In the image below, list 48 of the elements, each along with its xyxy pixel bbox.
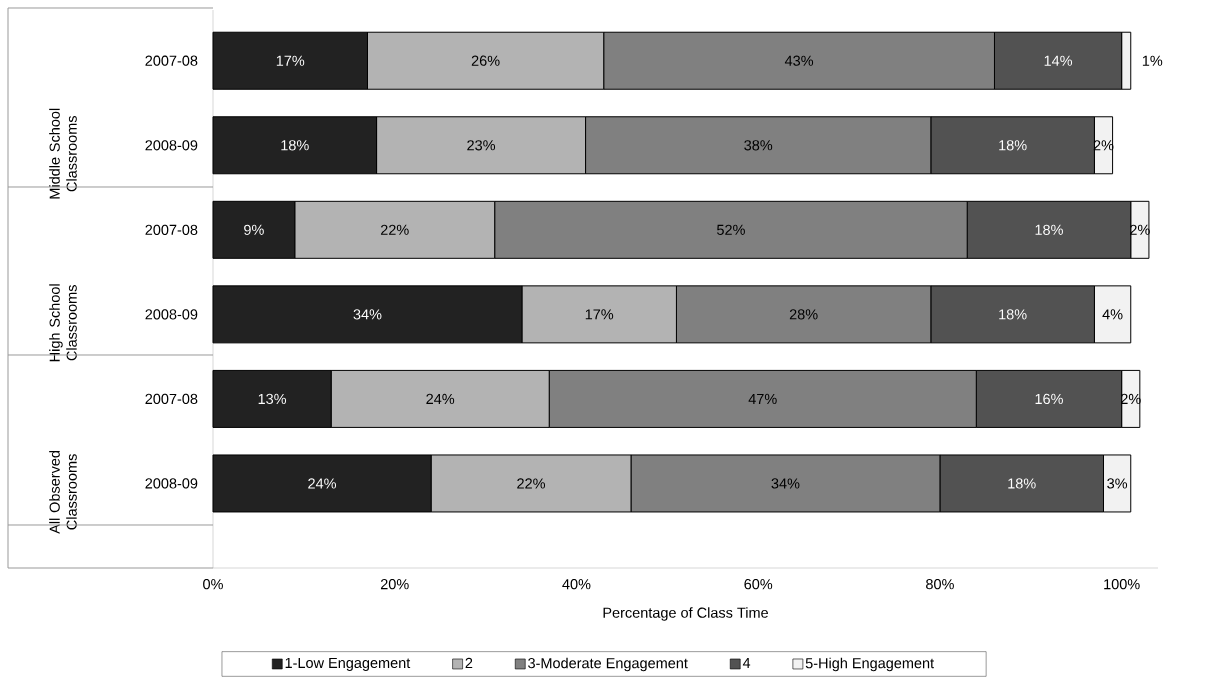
x-tick-label: 0% bbox=[203, 579, 223, 590]
data-label: 24% bbox=[308, 478, 337, 489]
y-tick-label: 2008-09 bbox=[145, 309, 198, 320]
data-label: 52% bbox=[717, 224, 745, 235]
data-label: 13% bbox=[258, 393, 287, 405]
data-label: 17% bbox=[276, 55, 305, 66]
x-tick-label: 80% bbox=[926, 579, 954, 590]
y-tick-label: 2007-08 bbox=[145, 393, 198, 405]
y-tick-label: 2008-09 bbox=[145, 140, 198, 151]
data-label: 14% bbox=[1044, 55, 1073, 66]
text: High School Classrooms bbox=[49, 284, 77, 362]
legend-label: 4 bbox=[742, 657, 751, 668]
legend-label: 5-High Engagement bbox=[805, 657, 934, 672]
x-axis-title: Percentage of Class Time bbox=[603, 607, 768, 621]
data-label: 17% bbox=[585, 309, 614, 320]
data-label: 16% bbox=[1035, 393, 1063, 405]
data-label: 18% bbox=[1008, 478, 1036, 489]
data-label: 24% bbox=[426, 393, 455, 405]
y-tick-label: 2007-08 bbox=[145, 224, 198, 235]
data-label: 1% bbox=[1142, 55, 1163, 66]
data-label: 3% bbox=[1107, 478, 1128, 489]
x-tick-label: 100% bbox=[1104, 579, 1140, 590]
data-label: 18% bbox=[1035, 224, 1063, 235]
legend-label: 3-Moderate Engagement bbox=[528, 657, 688, 672]
data-label: 9% bbox=[244, 224, 264, 235]
data-label: 4% bbox=[1102, 309, 1123, 320]
legend-label: 1-Low Engagement bbox=[285, 657, 411, 671]
data-label: 18% bbox=[281, 140, 309, 151]
data-label: 34% bbox=[771, 478, 800, 489]
data-label: 43% bbox=[784, 55, 814, 66]
text: Middle School Classrooms bbox=[49, 108, 77, 199]
data-label: 28% bbox=[789, 309, 818, 320]
legend-label: 2 bbox=[465, 657, 473, 668]
data-label: 18% bbox=[999, 140, 1027, 151]
data-label: 18% bbox=[999, 309, 1027, 320]
data-label: 34% bbox=[353, 309, 382, 320]
y-tick-label: 2007-08 bbox=[145, 55, 198, 66]
data-label: 22% bbox=[517, 478, 546, 489]
text: All Observed Classrooms bbox=[49, 450, 77, 534]
x-tick-label: 60% bbox=[744, 579, 773, 590]
data-label: 47% bbox=[748, 393, 777, 404]
data-label: 22% bbox=[380, 224, 409, 235]
x-tick-label: 20% bbox=[380, 579, 409, 590]
data-label: 38% bbox=[744, 140, 773, 151]
data-label: 26% bbox=[471, 55, 500, 66]
data-label: 23% bbox=[467, 140, 496, 151]
x-tick-label: 40% bbox=[562, 579, 591, 590]
y-tick-label: 2008-09 bbox=[145, 478, 198, 489]
